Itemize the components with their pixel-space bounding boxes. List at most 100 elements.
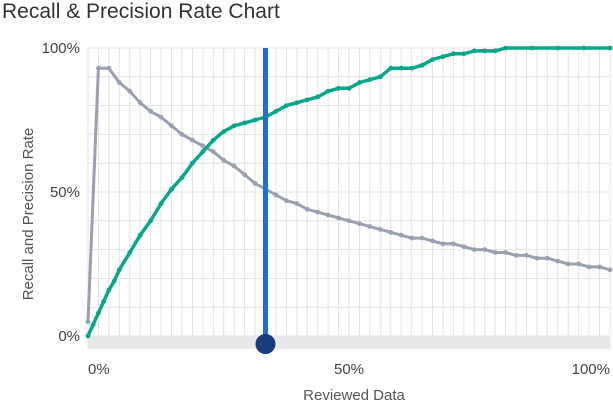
data-point-precision	[137, 100, 143, 106]
data-point-recall	[294, 100, 300, 106]
data-point-recall	[357, 80, 362, 85]
data-point-precision	[325, 212, 331, 218]
data-point-precision	[148, 108, 154, 114]
data-point-recall	[346, 85, 352, 91]
data-point-recall	[252, 117, 258, 123]
data-point-precision	[283, 198, 289, 204]
data-point-recall	[325, 88, 331, 94]
data-point-recall	[315, 94, 321, 100]
data-point-recall	[111, 278, 117, 284]
data-point-precision	[524, 252, 529, 258]
data-point-precision	[242, 172, 248, 178]
data-point-recall	[158, 201, 164, 206]
data-point-precision	[388, 229, 394, 235]
data-point-precision	[158, 114, 164, 120]
data-point-recall	[377, 74, 383, 80]
x-tick-label: 100%	[572, 361, 610, 378]
data-point-precision	[336, 215, 341, 221]
data-point-precision	[346, 218, 352, 224]
data-point-recall	[137, 232, 143, 238]
marker-handle[interactable]	[255, 334, 276, 354]
data-point-recall	[106, 287, 112, 293]
data-point-precision	[169, 123, 174, 129]
data-point-precision	[85, 319, 91, 324]
data-point-precision	[367, 224, 373, 229]
data-point-recall	[492, 48, 498, 54]
data-point-recall	[607, 45, 613, 51]
data-point-precision	[179, 132, 185, 137]
data-point-recall	[221, 129, 227, 134]
data-point-recall	[179, 175, 185, 181]
data-point-recall	[419, 62, 425, 68]
data-point-recall	[581, 45, 587, 51]
data-point-precision	[127, 88, 133, 94]
data-point-precision	[409, 235, 415, 241]
tick-labels: 0% 50% 100% 0% 50% 100%	[42, 40, 610, 378]
data-point-precision	[440, 241, 446, 247]
data-point-precision	[357, 221, 362, 227]
data-point-recall	[398, 65, 404, 71]
data-point-recall	[273, 108, 279, 114]
data-point-precision	[492, 250, 498, 255]
data-point-recall	[304, 97, 310, 103]
data-point-precision	[116, 80, 122, 85]
data-point-recall	[283, 103, 289, 108]
y-axis-label: Recall and Precision Rate	[20, 128, 37, 301]
data-point-precision	[190, 137, 195, 143]
data-point-recall	[503, 45, 508, 51]
data-point-recall	[148, 218, 154, 224]
data-point-recall	[231, 123, 237, 129]
data-point-precision	[252, 180, 258, 186]
data-point-recall	[101, 299, 107, 304]
data-point-precision	[451, 241, 456, 247]
data-point-precision	[273, 192, 279, 198]
data-point-precision	[304, 206, 310, 212]
data-point-precision	[576, 261, 582, 267]
data-point-recall	[461, 51, 467, 57]
data-point-precision	[607, 267, 613, 273]
data-point-recall	[210, 137, 216, 143]
data-point-precision	[315, 209, 321, 215]
data-point-precision	[419, 235, 425, 241]
data-point-recall	[430, 57, 435, 62]
data-point-precision	[430, 238, 435, 244]
x-axis-band	[88, 336, 610, 349]
data-point-precision	[544, 255, 550, 261]
data-point-recall	[409, 65, 415, 71]
data-point-precision	[200, 143, 206, 149]
data-point-precision	[513, 252, 519, 258]
x-axis-label: Reviewed Data	[303, 387, 405, 404]
data-point-precision	[461, 244, 467, 250]
data-point-precision	[565, 261, 571, 267]
data-point-recall	[116, 267, 122, 273]
data-point-recall	[482, 48, 488, 54]
data-point-precision	[482, 247, 488, 253]
data-point-recall	[169, 186, 174, 192]
data-point-precision	[586, 264, 592, 270]
data-point-recall	[471, 48, 477, 54]
data-point-precision	[106, 65, 112, 71]
data-point-recall	[190, 160, 195, 166]
data-point-precision	[231, 163, 237, 169]
data-point-precision	[221, 157, 227, 163]
data-point-recall	[242, 120, 248, 126]
data-point-recall	[529, 45, 535, 51]
data-point-precision	[294, 201, 300, 206]
y-tick-label: 50%	[50, 184, 80, 201]
data-point-recall	[90, 322, 96, 327]
data-point-recall	[440, 54, 446, 60]
data-point-precision	[555, 258, 561, 264]
data-point-precision	[597, 264, 602, 270]
data-point-precision	[471, 247, 477, 253]
x-tick-label: 0%	[88, 361, 110, 378]
y-tick-label: 0%	[58, 328, 80, 345]
data-point-precision	[210, 149, 216, 155]
data-point-precision	[503, 250, 508, 255]
data-point-recall	[336, 85, 341, 91]
data-point-recall	[200, 149, 206, 155]
chart-title: Recall & Precision Rate Chart	[2, 0, 280, 23]
x-tick-label: 50%	[334, 361, 364, 378]
data-point-recall	[555, 45, 561, 51]
data-point-precision	[534, 255, 540, 261]
